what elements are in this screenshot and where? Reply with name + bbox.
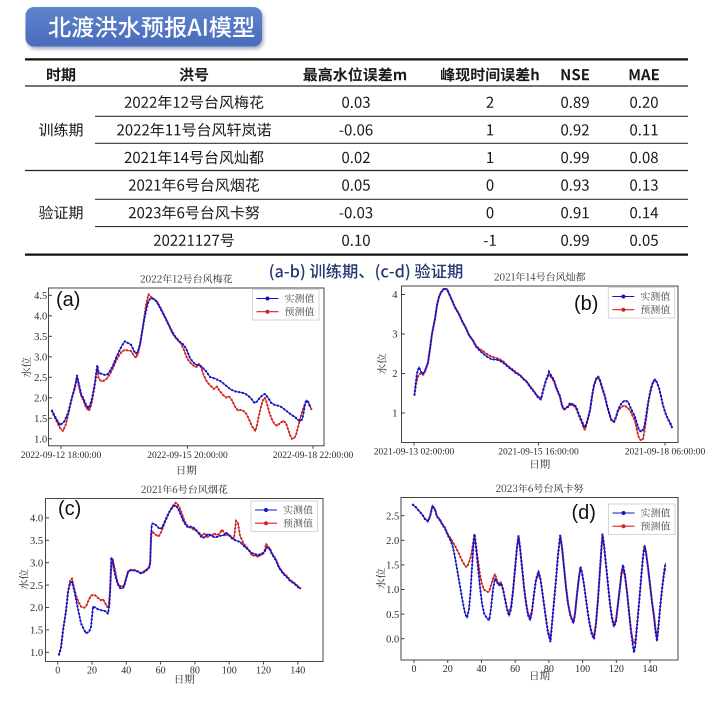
svg-text:80: 80 bbox=[190, 666, 200, 677]
svg-text:0: 0 bbox=[412, 664, 417, 675]
svg-text:100: 100 bbox=[575, 664, 590, 675]
svg-text:1.5: 1.5 bbox=[386, 561, 399, 572]
svg-text:2021-09-13 02:00:00: 2021-09-13 02:00:00 bbox=[374, 448, 455, 458]
svg-text:0.5: 0.5 bbox=[386, 610, 399, 621]
svg-text:(b): (b) bbox=[574, 293, 598, 315]
svg-text:2.5: 2.5 bbox=[34, 373, 47, 384]
svg-text:(c): (c) bbox=[58, 498, 81, 520]
svg-text:2.0: 2.0 bbox=[34, 394, 47, 405]
svg-text:2022-09-15 20:00:00: 2022-09-15 20:00:00 bbox=[147, 451, 228, 461]
svg-text:4: 4 bbox=[392, 290, 398, 301]
svg-text:0.0: 0.0 bbox=[386, 634, 399, 645]
svg-text:3.5: 3.5 bbox=[30, 536, 43, 547]
svg-text:140: 140 bbox=[290, 666, 305, 677]
svg-text:3.5: 3.5 bbox=[34, 332, 47, 343]
svg-text:2: 2 bbox=[392, 369, 397, 380]
svg-text:2021-09-18 06:00:00: 2021-09-18 06:00:00 bbox=[625, 448, 705, 458]
svg-text:1.0: 1.0 bbox=[34, 435, 47, 446]
svg-text:120: 120 bbox=[609, 664, 624, 675]
svg-text:20: 20 bbox=[87, 666, 97, 677]
svg-text:140: 140 bbox=[643, 664, 658, 675]
svg-text:3: 3 bbox=[392, 330, 397, 341]
svg-text:4.0: 4.0 bbox=[34, 312, 47, 323]
svg-text:40: 40 bbox=[121, 666, 131, 677]
svg-text:40: 40 bbox=[476, 664, 486, 675]
svg-text:1.0: 1.0 bbox=[30, 648, 43, 659]
svg-text:60: 60 bbox=[156, 666, 166, 677]
svg-text:1.5: 1.5 bbox=[34, 414, 47, 425]
svg-text:2022-09-12 18:00:00: 2022-09-12 18:00:00 bbox=[21, 451, 102, 461]
svg-text:2022-09-18 22:00:00: 2022-09-18 22:00:00 bbox=[273, 451, 354, 461]
svg-text:0: 0 bbox=[55, 666, 60, 677]
svg-text:80: 80 bbox=[544, 664, 554, 675]
svg-text:2021-09-15 16:00:00: 2021-09-15 16:00:00 bbox=[498, 448, 579, 458]
svg-text:2.0: 2.0 bbox=[386, 536, 399, 547]
svg-text:4.0: 4.0 bbox=[30, 514, 43, 525]
svg-text:2.5: 2.5 bbox=[30, 581, 43, 592]
svg-text:120: 120 bbox=[256, 666, 271, 677]
svg-text:100: 100 bbox=[222, 666, 237, 677]
svg-text:20: 20 bbox=[443, 664, 453, 675]
svg-text:4.5: 4.5 bbox=[34, 291, 47, 302]
svg-text:1: 1 bbox=[392, 409, 397, 420]
svg-text:1.0: 1.0 bbox=[386, 585, 399, 596]
svg-text:60: 60 bbox=[510, 664, 520, 675]
svg-text:2.5: 2.5 bbox=[386, 511, 399, 522]
svg-text:(a): (a) bbox=[56, 289, 80, 311]
svg-text:(d): (d) bbox=[572, 502, 596, 524]
svg-text:3.0: 3.0 bbox=[30, 558, 43, 569]
svg-text:1.5: 1.5 bbox=[30, 626, 43, 637]
svg-text:2.0: 2.0 bbox=[30, 603, 43, 614]
svg-text:3.0: 3.0 bbox=[34, 353, 47, 364]
